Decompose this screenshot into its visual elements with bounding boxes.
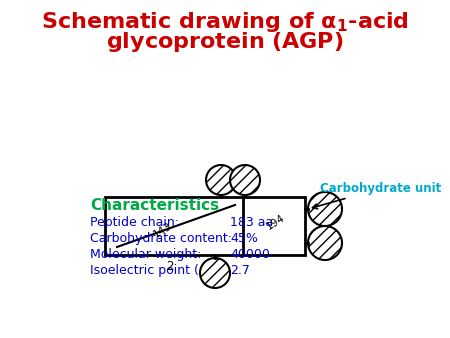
Text: Carbohydrate unit: Carbohydrate unit (312, 182, 441, 209)
Text: 183 aa: 183 aa (230, 216, 273, 229)
Text: Isoelectric point (pI): Isoelectric point (pI) (90, 264, 215, 277)
Text: 143: 143 (152, 220, 174, 240)
Text: Schematic drawing of $\mathbf{\alpha_1}$-acid: Schematic drawing of $\mathbf{\alpha_1}$… (41, 10, 409, 34)
Text: 5: 5 (247, 185, 254, 195)
Circle shape (308, 226, 342, 260)
Text: 194: 194 (265, 213, 287, 232)
Text: 45%: 45% (230, 232, 258, 245)
Text: 2.7: 2.7 (230, 264, 250, 277)
Circle shape (230, 165, 260, 195)
Text: Peptide chain:: Peptide chain: (90, 216, 179, 229)
Circle shape (308, 192, 342, 226)
Text: Characteristics: Characteristics (90, 198, 219, 213)
Bar (105, 197, 305, 255)
Text: Molecular weight:: Molecular weight: (90, 248, 202, 261)
Circle shape (200, 258, 230, 288)
Text: $\mathbf{glycoprotein\ (AGP)}$: $\mathbf{glycoprotein\ (AGP)}$ (106, 30, 344, 54)
Text: 2: 2 (166, 260, 174, 273)
Text: Carbohydrate content:: Carbohydrate content: (90, 232, 232, 245)
Circle shape (206, 165, 236, 195)
Text: 40000: 40000 (230, 248, 270, 261)
